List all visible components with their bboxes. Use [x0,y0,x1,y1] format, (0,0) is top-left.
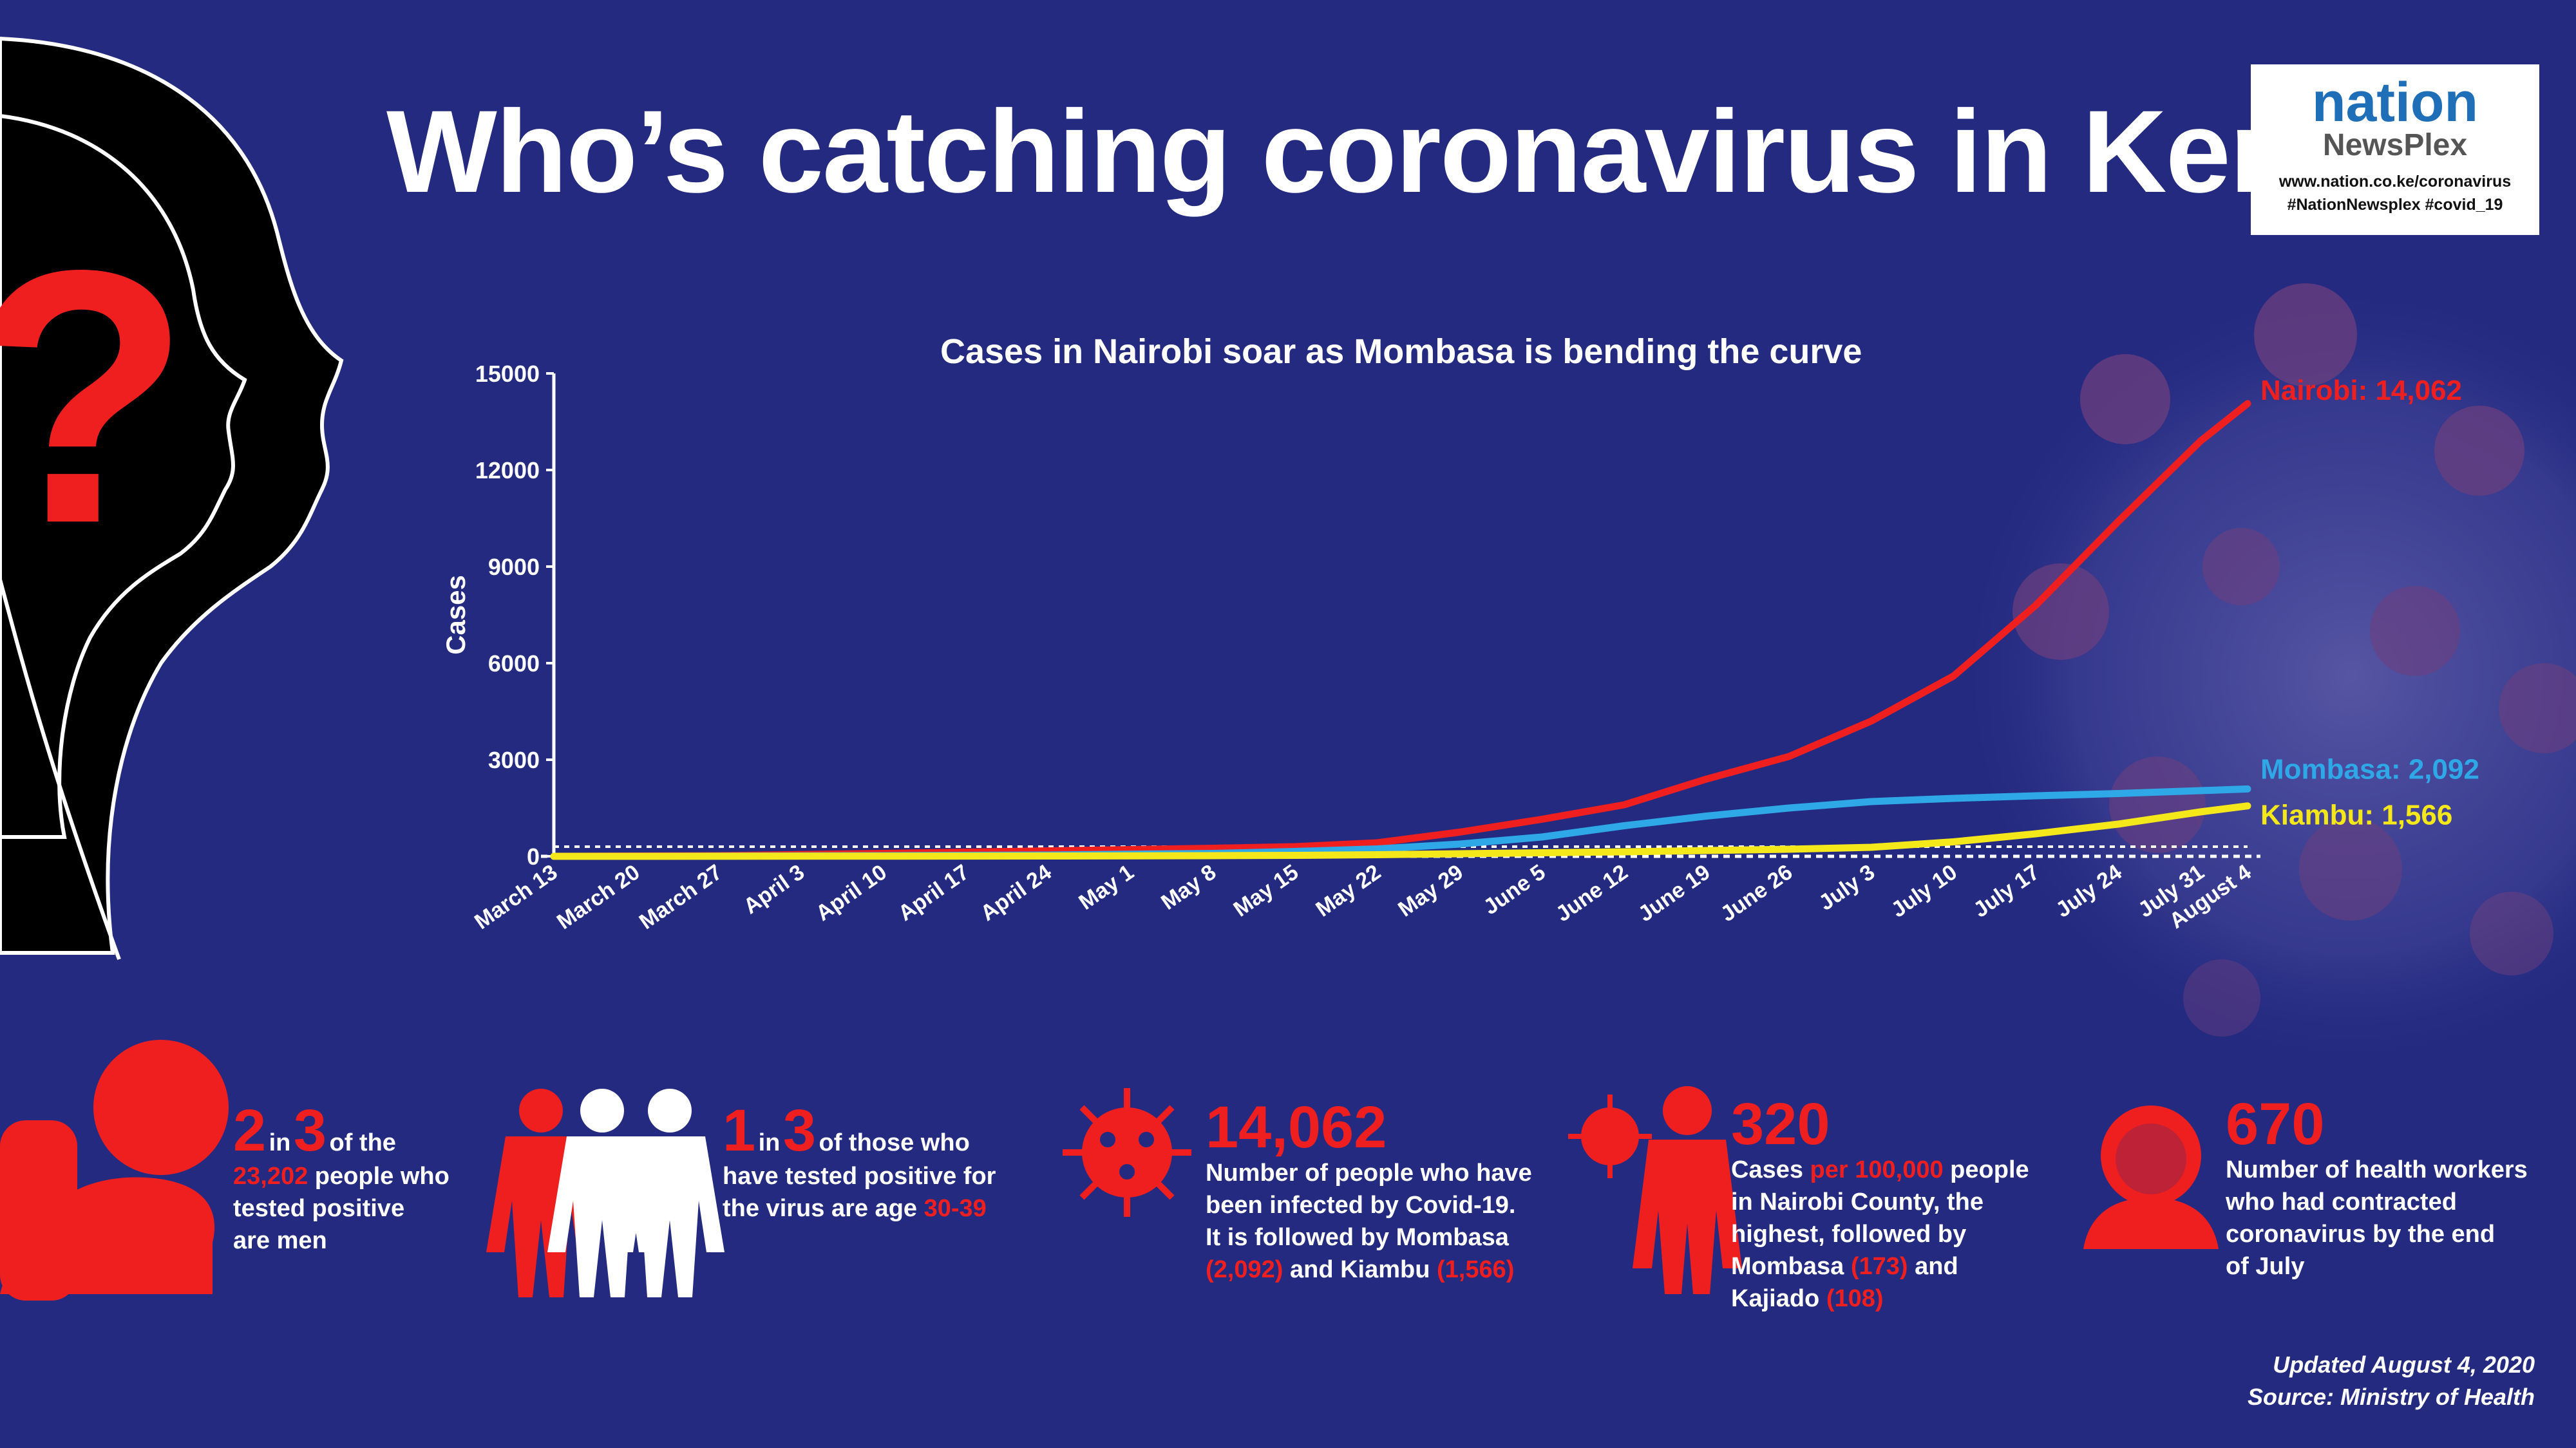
stat-rate-and: and [1915,1253,1958,1280]
x-tick-label: May 8 [1157,860,1220,914]
stat-rate-post: people [1950,1156,2029,1183]
stat-men-text1: of the [329,1129,396,1156]
stat-men: 2 in 3 of the 23,202 people who tested p… [233,1101,450,1257]
stat-men-in: in [269,1129,291,1156]
stat-men-text2: people who [314,1163,450,1190]
stat-health: 670 Number of health workers who had con… [2226,1095,2528,1283]
x-tick-label: March 13 [470,860,562,934]
x-tick-label: July 17 [1969,860,2044,922]
stat-age: 1 in 3 of those who have tested positive… [723,1101,996,1225]
stat-health-number: 670 [2226,1091,2325,1157]
y-tick-label: 0 [527,843,540,870]
stat-nairobi-and: and Kiambu [1289,1256,1430,1283]
svg-text:?: ? [0,195,191,598]
x-tick-label: June 5 [1479,860,1550,919]
x-tick-label: May 15 [1229,860,1303,921]
y-tick-label: 12000 [475,457,540,484]
stat-age-text1: of those who [819,1129,970,1156]
stat-men-highlight: 23,202 [233,1163,308,1190]
stat-nairobi-h1: (2,092) [1206,1256,1283,1283]
y-tick-label: 3000 [488,747,540,773]
health-worker-icon [2083,1105,2219,1249]
stat-age-text2: have tested positive for [723,1163,996,1190]
logo-brand-bottom: NewsPlex [2322,128,2468,162]
x-tick-label: March 27 [635,860,727,934]
stat-age-highlight: 30-39 [923,1195,987,1222]
stat-rate: 320 Cases per 100,000 people in Nairobi … [1731,1095,2029,1315]
y-tick-label: 9000 [488,554,540,580]
x-tick-label: May 1 [1074,860,1138,914]
stat-men-num2: 3 [293,1098,327,1163]
stat-rate-l2: in Nairobi County, the [1731,1189,1984,1216]
stat-nairobi-h2: (1,566) [1437,1256,1515,1283]
x-tick-label: April 17 [894,860,974,926]
stat-nairobi-l2: been infected by Covid-19. [1206,1192,1516,1219]
silhouette-heads-icon: ? [0,36,344,961]
stat-health-l3: coronavirus by the end [2226,1221,2496,1248]
x-tick-label: April 24 [976,860,1056,926]
stat-rate-h3: (108) [1826,1285,1884,1312]
x-tick-label: June 19 [1634,860,1715,926]
stat-nairobi-l1: Number of people who have [1206,1160,1532,1187]
stat-age-num2: 3 [782,1098,817,1163]
y-tick-label: 15000 [475,361,540,387]
series-line-nairobi [550,400,2251,860]
stat-nairobi-l3: It is followed by Mombasa [1206,1224,1509,1251]
x-tick-label: May 29 [1394,860,1468,921]
series-end-label-nairobi: Nairobi: 14,062 [2260,375,2462,406]
footer: Updated August 4, 2020 Source: Ministry … [2248,1349,2535,1413]
stat-age-in: in [758,1129,781,1156]
logo-brand-top: nation [2312,71,2478,133]
x-tick-label: May 22 [1311,860,1385,921]
logo-hashtags: #NationNewsplex #covid_19 [2287,196,2503,214]
stat-men-num1: 2 [233,1098,267,1163]
x-tick-label: June 12 [1551,860,1633,926]
stat-health-l1: Number of health workers [2226,1156,2528,1183]
stat-age-num1: 1 [723,1098,756,1163]
stat-health-l4: of July [2226,1253,2305,1280]
x-tick-label: June 26 [1716,860,1797,926]
x-tick-label: April 10 [811,860,891,926]
footer-source: Source: Ministry of Health [2247,1384,2535,1410]
x-tick-label: April 3 [739,860,809,919]
y-tick-label: 6000 [488,650,540,677]
stat-nairobi-number: 14,062 [1206,1095,1387,1160]
x-tick-label: July 10 [1887,860,1962,922]
people-silhouettes-icon [486,1089,724,1297]
nation-newsplex-logo: nation NewsPlex www.nation.co.ke/coronav… [2251,64,2539,235]
virus-icon [1063,1088,1191,1217]
stat-health-l2: who had contracted [2226,1189,2457,1216]
stat-rate-number: 320 [1731,1091,1830,1157]
chart-title: Cases in Nairobi soar as Mombasa is bend… [940,332,1862,371]
logo-url: www.nation.co.ke/coronavirus [2278,173,2512,191]
virus-background-icon [1951,277,2576,1075]
stat-rate-h2: (173) [1850,1253,1908,1280]
stat-rate-l4: Mombasa [1731,1253,1844,1280]
page-title: Who’s catching coronavirus in Kenya? [386,86,2499,217]
x-tick-label: July 3 [1814,860,1879,915]
stat-rate-l5: Kajiado [1731,1285,1820,1312]
stat-rate-highlight: per 100,000 [1810,1156,1944,1183]
stat-age-text3: the virus are age [723,1195,918,1222]
stat-rate-pre: Cases [1731,1156,1803,1183]
footer-updated: Updated August 4, 2020 [2273,1351,2535,1378]
series-end-label-mombasa: Mombasa: 2,092 [2260,753,2479,785]
man-silhouette-icon [0,1040,229,1301]
stat-men-text4: are men [233,1227,327,1254]
series-line-mombasa [550,785,2251,860]
y-axis-label: Cases [440,575,471,655]
series-line-kiambu [550,802,2251,860]
virus-person-icon [1568,1086,1742,1294]
series-end-label-kiambu: Kiambu: 1,566 [2260,800,2452,831]
stat-men-text3: tested positive [233,1195,405,1222]
stat-rate-l3: highest, followed by [1731,1221,1967,1248]
x-tick-label: July 24 [2051,860,2126,922]
stat-nairobi: 14,062 Number of people who have been in… [1206,1098,1532,1286]
x-tick-label: March 20 [553,860,645,934]
